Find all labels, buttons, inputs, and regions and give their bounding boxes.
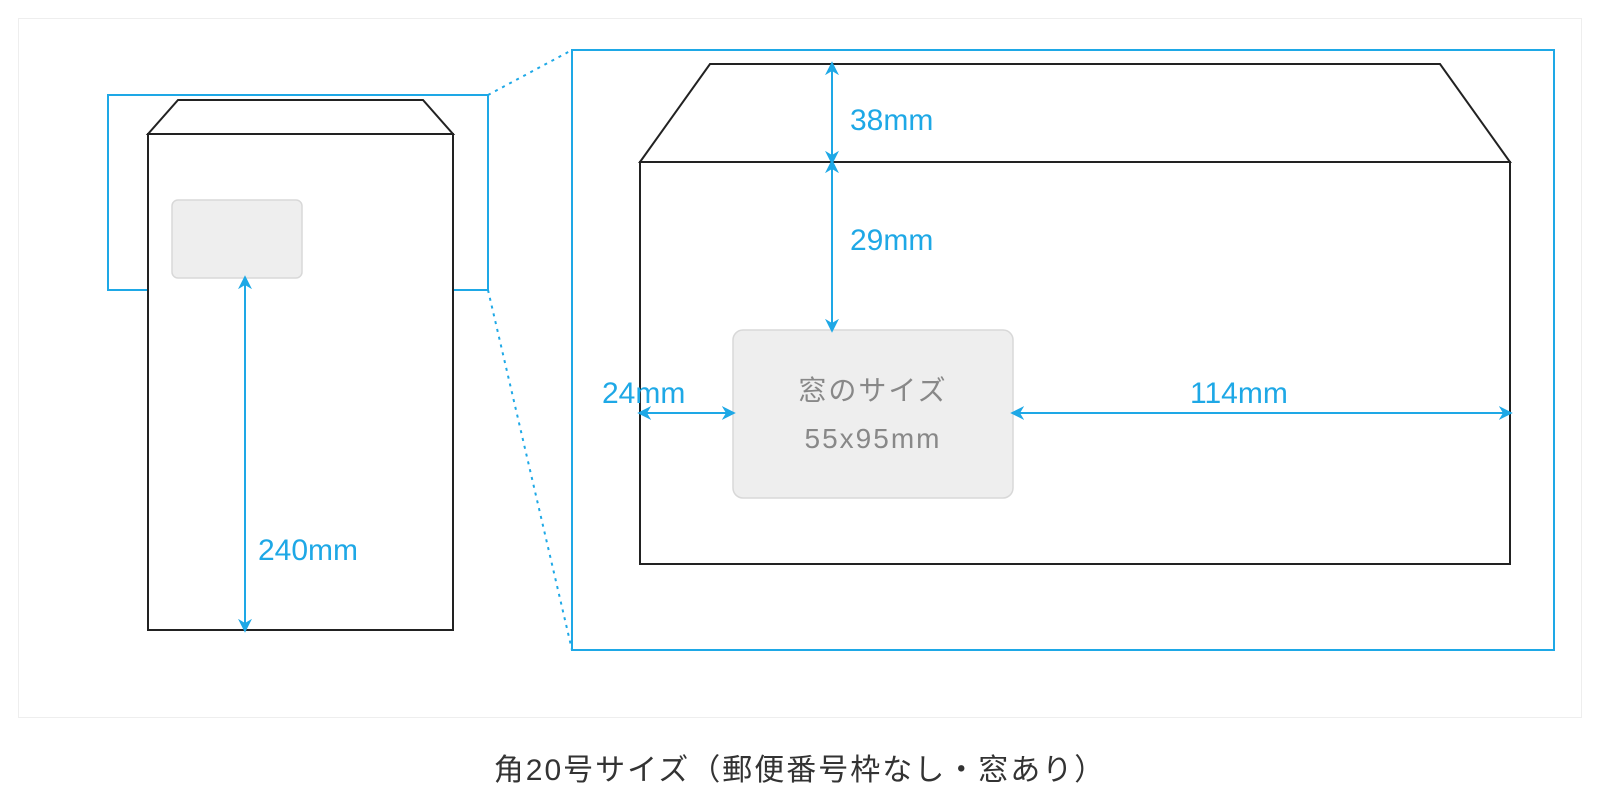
diagram-caption: 角20号サイズ（郵便番号枠なし・窓あり）	[0, 745, 1600, 789]
left-envelope-window	[172, 200, 302, 278]
diagram-svg: 240mm 窓のサイズ 55x95mm 38mm 29mm 24mm 114mm	[0, 0, 1600, 740]
leader-line-bottom	[488, 290, 572, 650]
window-size-label-line1: 窓のサイズ	[798, 375, 947, 406]
right-envelope-window	[733, 330, 1013, 498]
dim-29mm-label: 29mm	[850, 224, 933, 257]
right-envelope-flap	[640, 64, 1510, 162]
dim-114mm-label: 114mm	[1190, 377, 1288, 410]
leader-line-top	[488, 50, 572, 95]
dim-24mm-label: 24mm	[602, 377, 685, 410]
left-envelope-flap	[148, 100, 453, 134]
window-size-label-line2: 55x95mm	[805, 423, 942, 454]
dim-38mm-label: 38mm	[850, 104, 933, 137]
dim-240mm-label: 240mm	[258, 534, 358, 567]
